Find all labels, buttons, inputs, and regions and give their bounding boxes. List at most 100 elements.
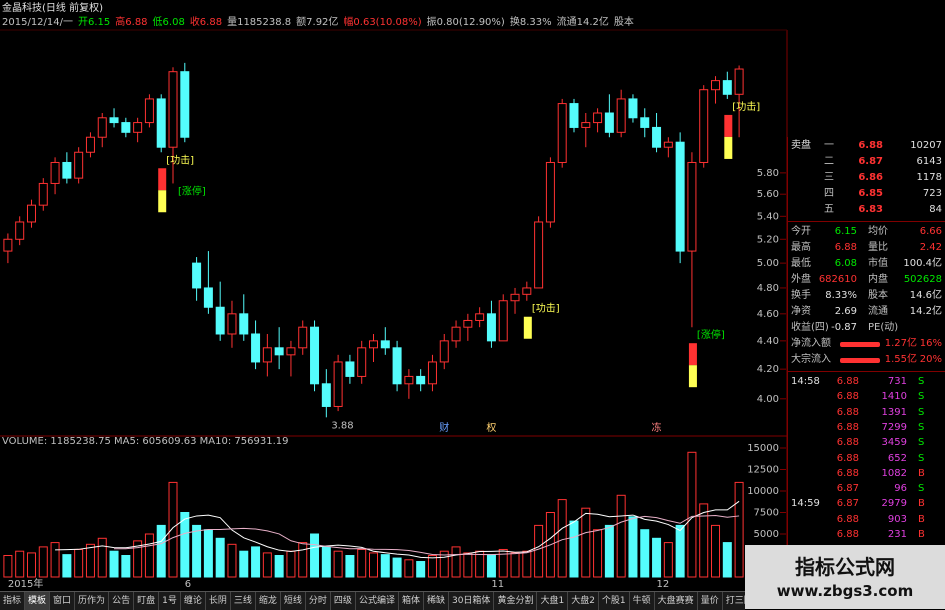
tab[interactable]: 长阴 [206, 592, 231, 610]
tab[interactable]: 公告 [109, 592, 135, 610]
candle-body [274, 347, 284, 356]
stat-label: 流通 [868, 306, 888, 317]
tab[interactable]: 缩龙 [256, 592, 281, 610]
volume-bar [298, 542, 308, 578]
tab[interactable]: 大盘2 [568, 592, 599, 610]
annotation: [功击] [166, 154, 194, 166]
candle-body [463, 319, 473, 328]
x-tick-label: 11 [491, 579, 504, 590]
signal-marker [724, 136, 733, 159]
tab[interactable]: 箱体 [399, 592, 424, 610]
candle-body [734, 68, 744, 95]
trade-volume: 3459 [881, 437, 907, 449]
volume-bar [133, 540, 143, 578]
volume-bar [486, 554, 496, 578]
tab[interactable]: 短线 [281, 592, 306, 610]
y-tick-label: 12500 [747, 465, 779, 476]
volume-bar [510, 552, 520, 578]
stat-label: 最高 [791, 242, 811, 253]
level-name: 四 [824, 188, 834, 199]
trade-price: 6.88 [836, 391, 859, 403]
x-tick-label: 2015年 [8, 577, 43, 590]
volume-bar [50, 542, 60, 578]
candle-body [640, 117, 650, 128]
flow-bar [840, 342, 880, 347]
trade-side: S [918, 406, 925, 418]
separator [788, 221, 945, 222]
volume-bar [640, 529, 650, 578]
volume-legend: VOLUME: 1185238.75 MA5: 605609.63 MA10: … [2, 436, 289, 447]
tab[interactable]: 模板 [25, 592, 51, 610]
volume-bar [321, 546, 331, 578]
volume-bar [369, 552, 378, 578]
annotation: [涨停] [697, 328, 725, 341]
stat-value: 8.33% [825, 290, 857, 301]
trade-price: 6.88 [836, 452, 859, 464]
tab[interactable]: 指标 [0, 592, 26, 610]
candle-body [333, 361, 343, 407]
y-tick-label: 5.60 [757, 189, 779, 200]
y-tick-label: 5.80 [757, 168, 779, 179]
level-volume: 10207 [910, 140, 942, 151]
annotation: [功击] [532, 303, 560, 315]
header-info: 换8.33% [510, 15, 552, 28]
tab[interactable]: 个股1 [599, 592, 630, 610]
tab[interactable]: 牛顿 [630, 592, 655, 610]
tab[interactable]: 30日箱体 [449, 592, 495, 610]
stat-label: 收益(四) [791, 322, 829, 333]
flow-label: 大宗流入 [791, 354, 831, 365]
trade-price: 6.88 [836, 437, 859, 449]
tab[interactable]: 打三阶四 [723, 592, 745, 610]
volume-bar [180, 512, 190, 578]
volume-bar [26, 552, 36, 578]
volume-bar [427, 555, 437, 578]
candle-body [321, 383, 331, 407]
level-price: 6.87 [858, 156, 883, 167]
trade-volume: 903 [887, 513, 907, 525]
trade-side: S [918, 376, 925, 387]
ma-line [55, 500, 740, 559]
tab[interactable]: 窗口 [50, 592, 76, 610]
volume-bar [109, 550, 119, 578]
tab[interactable]: 盯盘 [134, 592, 160, 610]
volume-bar [38, 546, 48, 578]
candle-body [203, 287, 213, 308]
candle-body [451, 326, 461, 342]
trade-side: S [918, 452, 925, 464]
tab[interactable]: 缠论 [181, 592, 206, 610]
stat-value: -0.87 [831, 322, 857, 333]
tab[interactable]: 稀缺 [424, 592, 449, 610]
tab[interactable]: 公式编译 [356, 592, 399, 610]
volume-bar [628, 516, 638, 578]
trade-price: 6.88 [836, 421, 859, 433]
y-tick-label: 10000 [747, 486, 779, 497]
watermark-title: 指标公式网 [795, 555, 895, 579]
volume-bar [215, 537, 225, 578]
stat-value: 6.15 [834, 226, 857, 237]
tab[interactable]: 1号 [159, 592, 181, 610]
trade-volume: 96 [894, 483, 907, 495]
trade-volume: 1082 [881, 467, 907, 479]
trade-volume: 1410 [881, 391, 907, 403]
tab[interactable]: 四级 [331, 592, 356, 610]
signal-marker [688, 365, 697, 388]
stat-value: 6.88 [834, 242, 857, 253]
tab[interactable]: 历作为 [75, 592, 110, 610]
tab[interactable]: 量价 [698, 592, 723, 610]
volume-bar [722, 542, 732, 578]
stat-value: 14.2亿 [909, 306, 942, 317]
volume-bar [62, 554, 72, 578]
tab[interactable]: 三线 [231, 592, 256, 610]
candle-body [416, 375, 426, 385]
volume-bar [663, 542, 673, 578]
volume-bar [498, 548, 508, 578]
tab[interactable]: 大盘赛赛 [655, 592, 698, 610]
stat-value: 502628 [903, 274, 942, 285]
tab[interactable]: 大盘1 [537, 592, 569, 610]
volume-bar [168, 481, 178, 578]
tab[interactable]: 分时 [306, 592, 331, 610]
candle-body [604, 112, 614, 133]
tab[interactable]: 黄金分割 [494, 592, 538, 610]
stat-value: 6.08 [834, 258, 857, 269]
